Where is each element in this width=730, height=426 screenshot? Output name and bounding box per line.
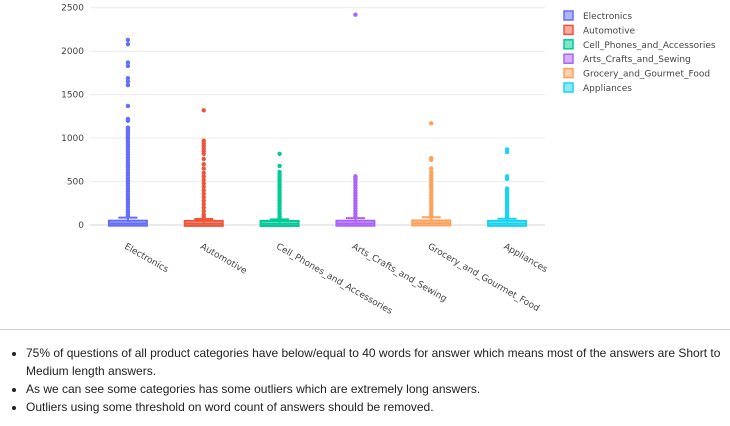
outlier-point — [125, 37, 131, 43]
outlier-point — [201, 177, 206, 183]
outlier-point — [201, 198, 206, 203]
outlier-point — [201, 181, 206, 186]
outlier-point — [125, 79, 131, 84]
outlier-point — [277, 163, 282, 169]
legend-swatch — [563, 53, 574, 64]
outlier-point — [201, 151, 206, 156]
legend-item[interactable]: Arts_Crafts_and_Sewing — [563, 53, 691, 65]
y-tick-label: 1500 — [61, 91, 84, 101]
outlier-point — [201, 162, 206, 167]
legend-item[interactable]: Appliances — [563, 82, 632, 94]
y-tick-label: 1000 — [61, 134, 84, 144]
outlier-point — [353, 214, 358, 219]
outlier-point — [201, 174, 206, 179]
y-tick-label: 500 — [67, 178, 84, 188]
box-electronics[interactable] — [107, 37, 148, 227]
note-item: 75% of questions of all product categori… — [26, 344, 730, 380]
outlier-point — [429, 166, 434, 171]
outlier-point — [125, 103, 131, 109]
outlier-point — [125, 42, 131, 47]
box-arts-crafts-and-sewing[interactable] — [335, 12, 376, 227]
outlier-point — [201, 184, 206, 189]
legend-label: Cell_Phones_and_Accessories — [583, 41, 716, 51]
outlier-point — [125, 118, 131, 123]
outlier-point — [429, 121, 434, 126]
y-tick-label: 2500 — [61, 4, 84, 14]
note-item: Outliers using some threshold on word co… — [26, 398, 730, 416]
outlier-point — [429, 157, 434, 163]
outlier-point — [125, 75, 131, 81]
y-gridlines — [90, 7, 545, 226]
box-cell-phones-and-accessories[interactable] — [259, 151, 300, 227]
notes-list: 75% of questions of all product categori… — [10, 344, 730, 416]
outlier-point — [201, 215, 206, 220]
legend-label: Appliances — [583, 84, 632, 94]
outlier-point — [353, 12, 358, 17]
legend-swatch — [563, 82, 574, 93]
outlier-point — [201, 188, 206, 193]
outlier-point — [201, 170, 206, 176]
legend-item[interactable]: Automotive — [563, 24, 636, 36]
y-axis-ticks: 0 500 1000 1500 2000 2500 — [61, 4, 84, 231]
legend-label: Automotive — [583, 26, 636, 36]
outlier-point — [201, 191, 206, 196]
legend-swatch — [563, 10, 574, 21]
outlier-point — [504, 149, 510, 155]
legend-swatch — [563, 39, 574, 50]
x-tick-label: Electronics — [122, 242, 170, 275]
outlier-point — [429, 213, 434, 219]
legend-item[interactable]: Electronics — [563, 10, 632, 22]
outlier-point — [125, 214, 131, 219]
x-tick-label: Appliances — [502, 242, 550, 275]
outlier-point — [201, 201, 206, 207]
outlier-point — [277, 151, 282, 156]
box-plot-chart: 0 500 1000 1500 2000 2500 Electronics Automoti… — [61, 4, 716, 317]
outlier-point — [201, 108, 206, 113]
legend-label: Electronics — [583, 12, 632, 22]
outlier-point — [504, 176, 510, 182]
legend-label: Arts_Crafts_and_Sewing — [583, 55, 691, 65]
legend-item[interactable]: Cell_Phones_and_Accessories — [563, 39, 716, 51]
outlier-point — [277, 215, 282, 221]
note-item: As we can see some categories has some o… — [26, 380, 730, 398]
outlier-point — [201, 156, 206, 162]
legend-item[interactable]: Grocery_and_Gourmet_Food — [563, 67, 710, 80]
x-axis-ticks: Electronics Automotive Cell_Phones_and_Acc… — [122, 242, 549, 317]
outlier-point — [201, 205, 206, 210]
outlier-point — [504, 215, 510, 220]
legend-swatch — [563, 24, 574, 36]
y-tick-label: 2000 — [61, 47, 84, 57]
outlier-point — [125, 82, 131, 88]
legend-swatch — [563, 67, 574, 79]
y-tick-label: 0 — [78, 221, 84, 231]
legend-label: Grocery_and_Gourmet_Food — [583, 70, 710, 80]
x-tick-label: Automotive — [198, 242, 248, 277]
box-grocery-and-gourmet-food[interactable] — [411, 121, 452, 227]
outlier-point — [201, 166, 206, 171]
box-series — [107, 12, 528, 227]
box-appliances[interactable] — [487, 147, 528, 227]
box-automotive[interactable] — [183, 108, 224, 227]
divider — [0, 329, 730, 330]
outlier-point — [201, 208, 206, 214]
outlier-point — [201, 195, 206, 200]
outlier-point — [125, 60, 131, 65]
outlier-point — [125, 63, 131, 69]
legend[interactable]: Electronics Automotive Cell_Phones_and_Acc… — [563, 10, 716, 94]
